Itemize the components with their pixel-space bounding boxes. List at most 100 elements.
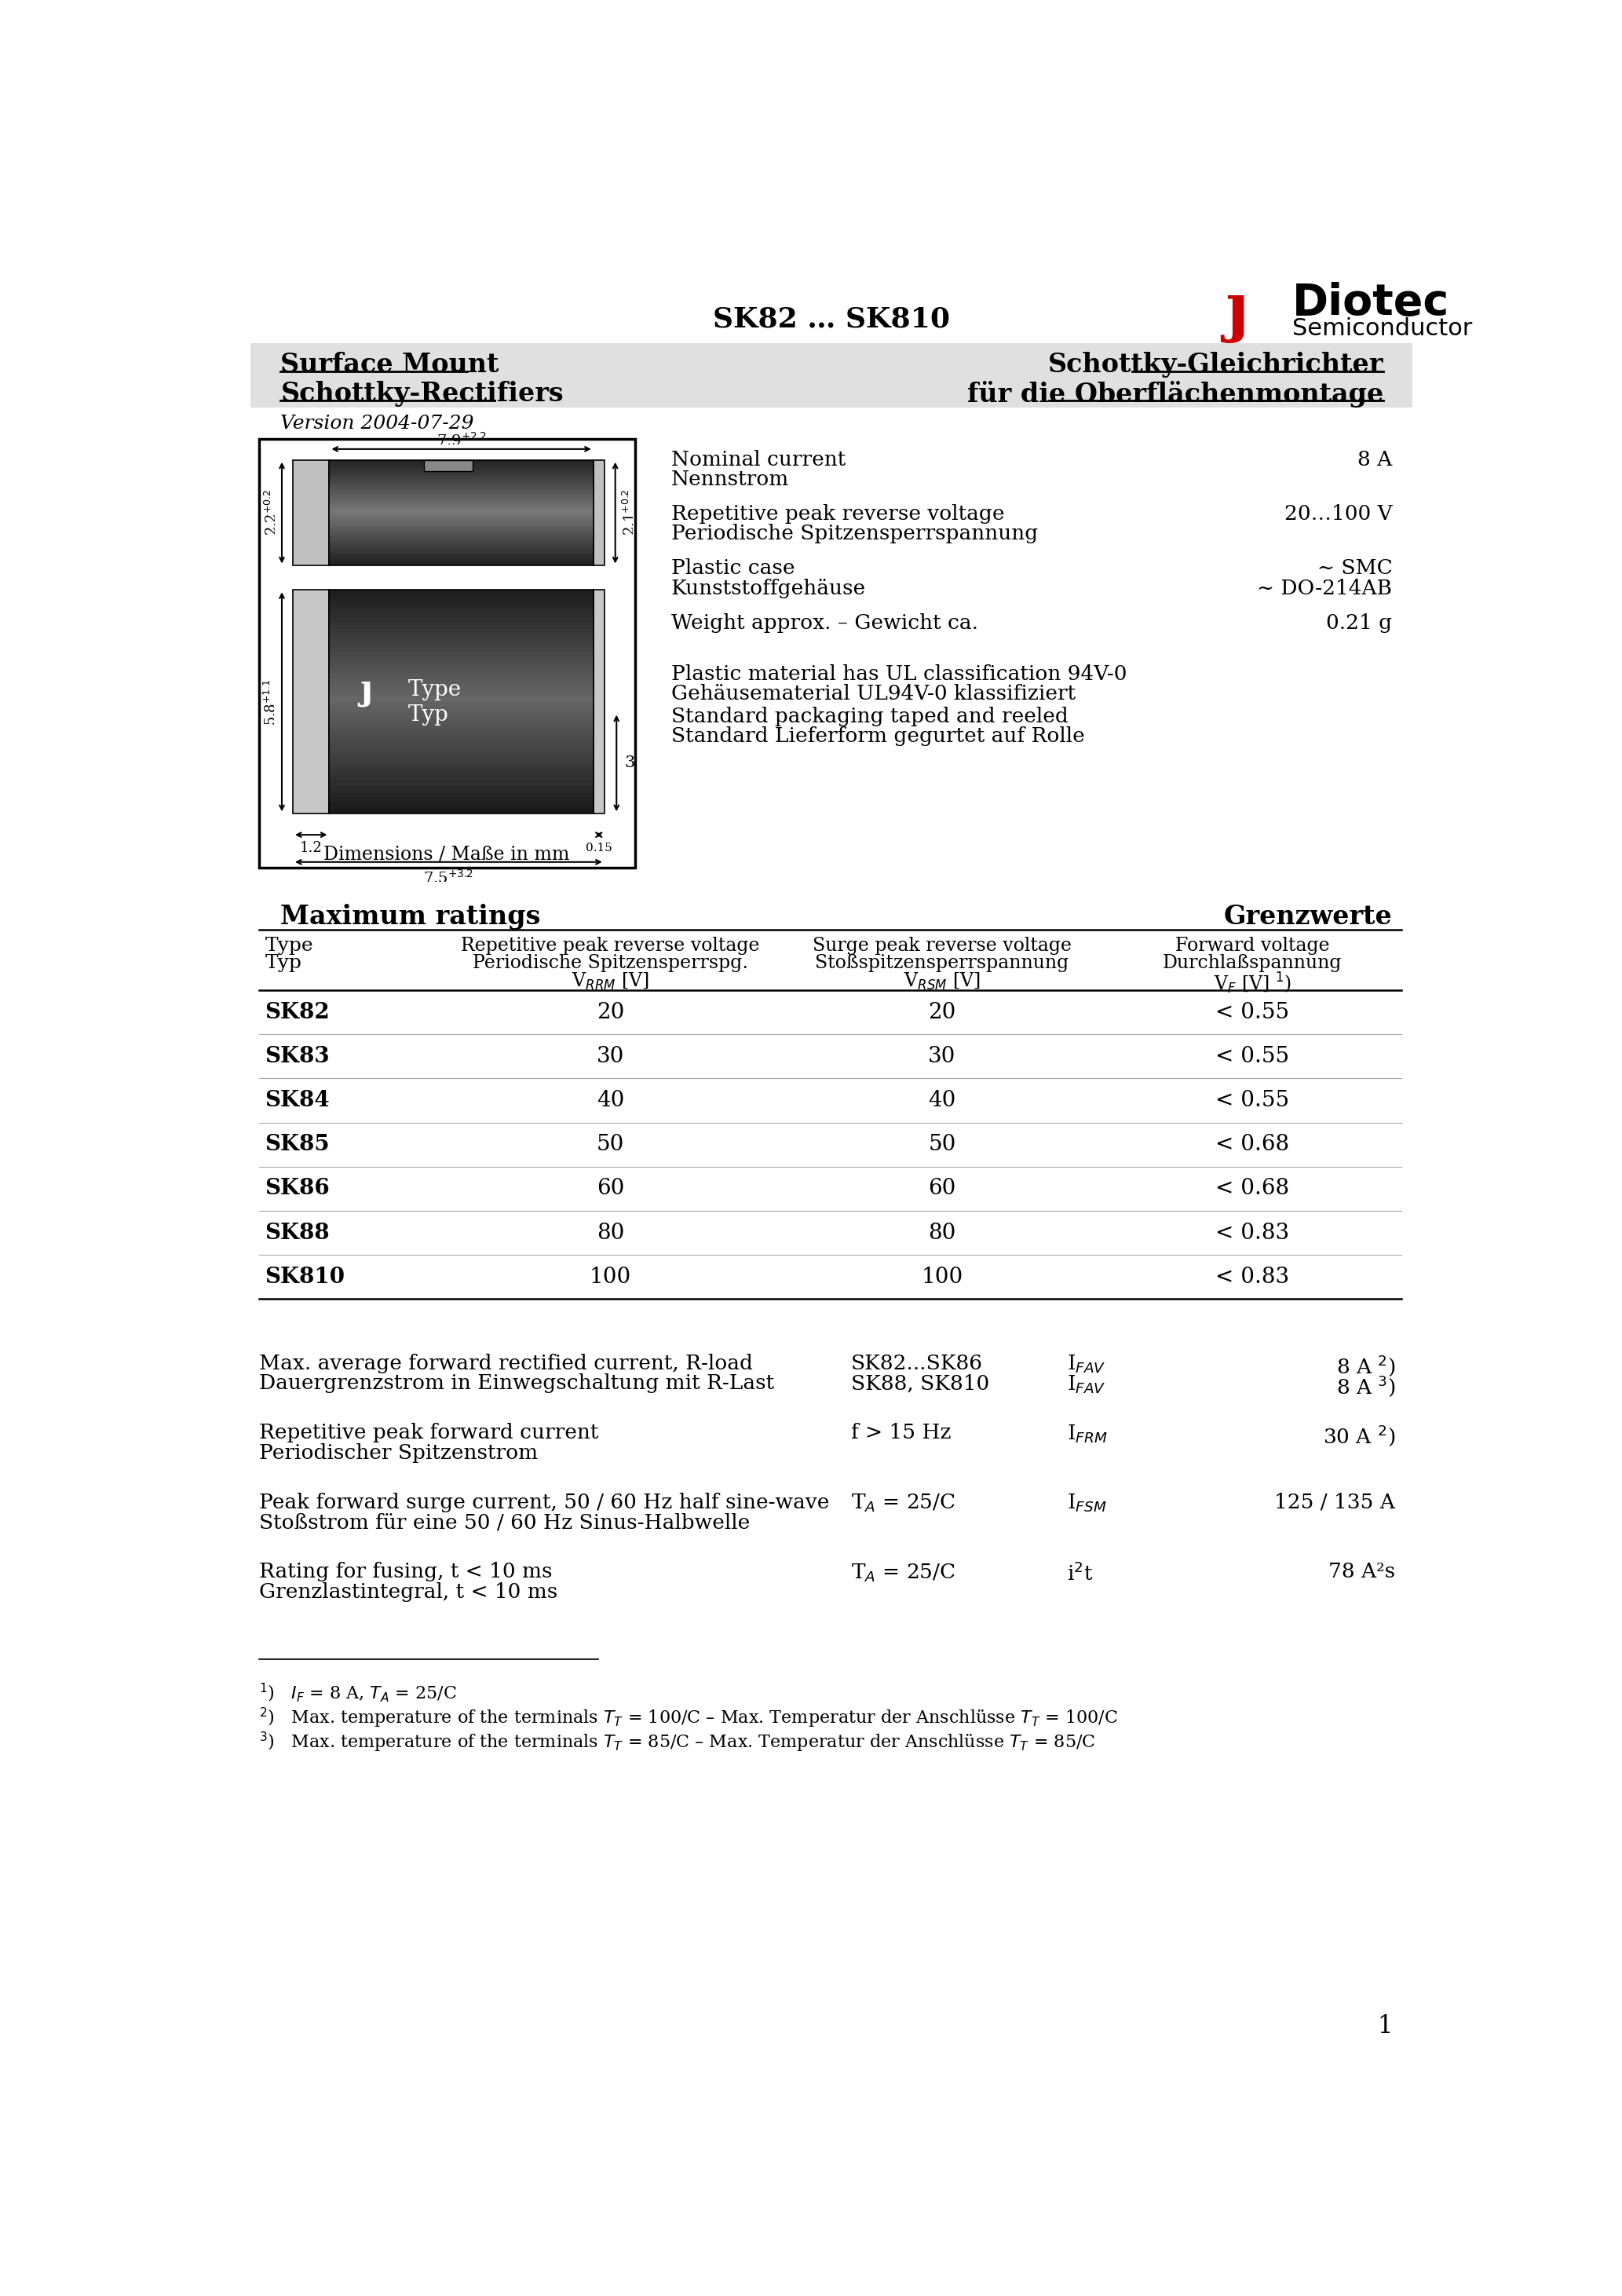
Text: < 0.83: < 0.83 [1215, 1267, 1289, 1288]
Bar [329, 466, 594, 468]
Text: Standard packaging taped and reeled: Standard packaging taped and reeled [672, 707, 1069, 726]
Text: Periodische Spitzensperrspannung: Periodische Spitzensperrspannung [672, 523, 1038, 544]
Text: T$_A$ = 25/C: T$_A$ = 25/C [852, 1492, 955, 1515]
Text: 1: 1 [1377, 2014, 1392, 2039]
Text: 50: 50 [928, 1134, 955, 1155]
Bar [329, 657, 594, 664]
Text: 20: 20 [597, 1001, 624, 1022]
Text: f > 15 Hz: f > 15 Hz [852, 1424, 950, 1442]
Bar [329, 625, 594, 629]
Text: Rating for fusing, t < 10 ms: Rating for fusing, t < 10 ms [260, 1561, 551, 1582]
Text: 100: 100 [921, 1267, 963, 1288]
Text: T$_A$ = 25/C: T$_A$ = 25/C [852, 1561, 955, 1584]
Text: 50: 50 [597, 1134, 624, 1155]
Bar [329, 652, 594, 657]
Text: I$_{FAV}$: I$_{FAV}$ [1067, 1373, 1106, 1396]
Text: Dimensions / Maße in mm: Dimensions / Maße in mm [324, 845, 569, 863]
Bar [260, 439, 634, 868]
Text: 100: 100 [589, 1267, 631, 1288]
Text: Periodische Spitzensperrspg.: Periodische Spitzensperrspg. [472, 953, 748, 971]
Text: SK85: SK85 [264, 1134, 329, 1155]
Bar [329, 735, 594, 742]
Bar [329, 641, 594, 645]
Text: Standard Lieferform gegurtet auf Rolle: Standard Lieferform gegurtet auf Rolle [672, 726, 1085, 746]
Text: 1.2: 1.2 [300, 840, 323, 854]
Text: 7.5$^{+3.2}_{\ }$: 7.5$^{+3.2}_{\ }$ [423, 868, 474, 882]
Text: 80: 80 [597, 1221, 624, 1244]
Bar [329, 746, 594, 753]
Bar [329, 762, 594, 769]
Bar [329, 602, 594, 606]
Text: V$_F$ [V] $^{1}$): V$_F$ [V] $^{1}$) [1213, 971, 1291, 996]
Text: Repetitive peak forward current: Repetitive peak forward current [260, 1424, 599, 1442]
Text: i$^2$t: i$^2$t [1067, 1561, 1093, 1584]
Bar [329, 769, 594, 774]
Bar [329, 491, 594, 494]
Bar [329, 459, 594, 565]
Bar [329, 526, 594, 528]
Text: 40: 40 [597, 1091, 624, 1111]
Bar [329, 613, 594, 618]
Bar [329, 680, 594, 684]
Text: 7.9$^{+2.2}_{\ }$: 7.9$^{+2.2}_{\ }$ [436, 432, 487, 445]
Text: $^3$)   Max. temperature of the terminals $T_T$ = 85/C – Max. Temperatur der Ans: $^3$) Max. temperature of the terminals … [260, 1731, 1095, 1754]
Bar [329, 645, 594, 652]
Bar [329, 590, 594, 595]
Bar [329, 505, 594, 507]
Bar [329, 544, 594, 546]
Bar [329, 496, 594, 501]
Text: 80: 80 [928, 1221, 955, 1244]
Text: SK83: SK83 [264, 1045, 329, 1068]
Text: Version 2004-07-29: Version 2004-07-29 [281, 416, 474, 432]
Text: Diotec: Diotec [1291, 282, 1448, 324]
Text: SK82 … SK810: SK82 … SK810 [712, 305, 950, 333]
Text: Kunststoffgehäuse: Kunststoffgehäuse [672, 579, 866, 597]
Text: Stoßspitzensperrspannung: Stoßspitzensperrspannung [816, 953, 1069, 971]
Text: Schottky-Rectifiers: Schottky-Rectifiers [281, 381, 564, 406]
Bar [329, 684, 594, 691]
Bar [329, 785, 594, 792]
Bar [329, 723, 594, 730]
Text: V$_{RSM}$ [V]: V$_{RSM}$ [V] [903, 971, 980, 992]
Text: Maximum ratings: Maximum ratings [281, 902, 540, 930]
Bar [329, 590, 594, 813]
Text: 60: 60 [928, 1178, 955, 1199]
Bar [329, 546, 594, 549]
Text: 60: 60 [597, 1178, 624, 1199]
Text: SK88, SK810: SK88, SK810 [852, 1373, 989, 1394]
Text: Nennstrom: Nennstrom [672, 471, 790, 489]
Text: SK82...SK86: SK82...SK86 [852, 1355, 983, 1373]
Bar [329, 510, 594, 512]
Bar [329, 719, 594, 723]
Text: $^2$)   Max. temperature of the terminals $T_T$ = 100/C – Max. Temperatur der An: $^2$) Max. temperature of the terminals … [260, 1706, 1118, 1729]
Bar [329, 501, 594, 503]
Bar [329, 478, 594, 482]
Bar [329, 482, 594, 484]
Text: I$_{FAV}$: I$_{FAV}$ [1067, 1355, 1106, 1375]
Bar [294, 590, 329, 813]
Text: 3: 3 [624, 755, 636, 769]
Bar [329, 553, 594, 556]
Text: Dauergrenzstrom in Einwegschaltung mit R-Last: Dauergrenzstrom in Einwegschaltung mit R… [260, 1373, 774, 1394]
Text: Stoßstrom für eine 50 / 60 Hz Sinus-Halbwelle: Stoßstrom für eine 50 / 60 Hz Sinus-Halb… [260, 1513, 749, 1531]
Bar [329, 781, 594, 785]
Bar [329, 707, 594, 714]
Text: < 0.83: < 0.83 [1215, 1221, 1289, 1244]
Bar [329, 618, 594, 625]
Text: V$_{RRM}$ [V]: V$_{RRM}$ [V] [571, 971, 649, 992]
Bar [294, 459, 329, 565]
Bar [329, 487, 594, 489]
Text: Semiconductor: Semiconductor [1291, 317, 1471, 340]
Bar [329, 542, 594, 544]
Bar [329, 549, 594, 553]
Bar [329, 664, 594, 668]
Bar [329, 528, 594, 530]
Bar [329, 517, 594, 519]
Text: Grenzwerte: Grenzwerte [1223, 902, 1392, 930]
Bar [425, 459, 474, 471]
Text: < 0.55: < 0.55 [1215, 1091, 1289, 1111]
Bar [329, 673, 594, 680]
Text: 2.1$^{+0.2}_{\ }$: 2.1$^{+0.2}_{\ }$ [620, 489, 634, 535]
Bar [329, 461, 594, 466]
Bar [329, 634, 594, 641]
